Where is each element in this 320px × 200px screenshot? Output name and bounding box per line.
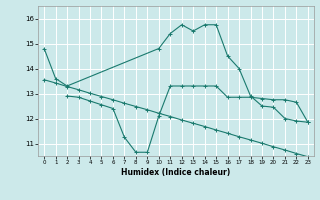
X-axis label: Humidex (Indice chaleur): Humidex (Indice chaleur) bbox=[121, 168, 231, 177]
